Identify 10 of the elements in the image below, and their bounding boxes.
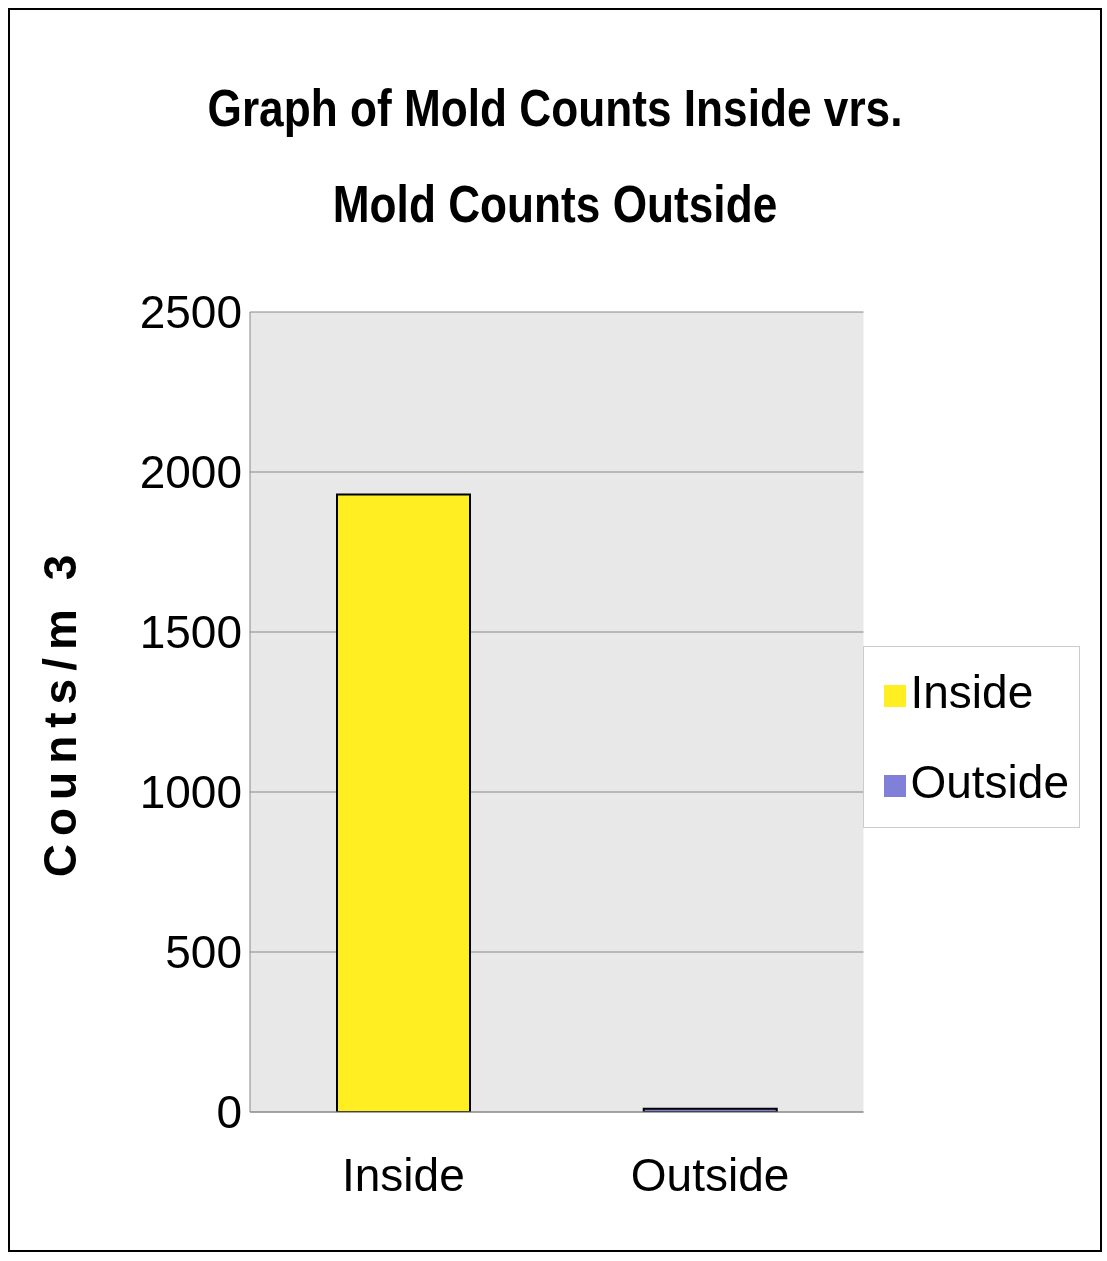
- y-tick-label: 500: [165, 926, 242, 979]
- y-tick-label: 1500: [139, 606, 242, 659]
- chart-title: Graph of Mold Counts Inside vrs. Mold Counts Outside: [206, 78, 904, 235]
- y-tick-label: 0: [216, 1086, 242, 1139]
- legend-label: Inside: [910, 666, 1034, 718]
- y-axis-title: Counts/m 3: [34, 546, 87, 878]
- legend-label: Outside: [910, 756, 1069, 808]
- y-tick-label: 2000: [139, 446, 242, 499]
- y-tick-label: 1000: [139, 766, 242, 819]
- y-tick-label: 2500: [139, 286, 242, 339]
